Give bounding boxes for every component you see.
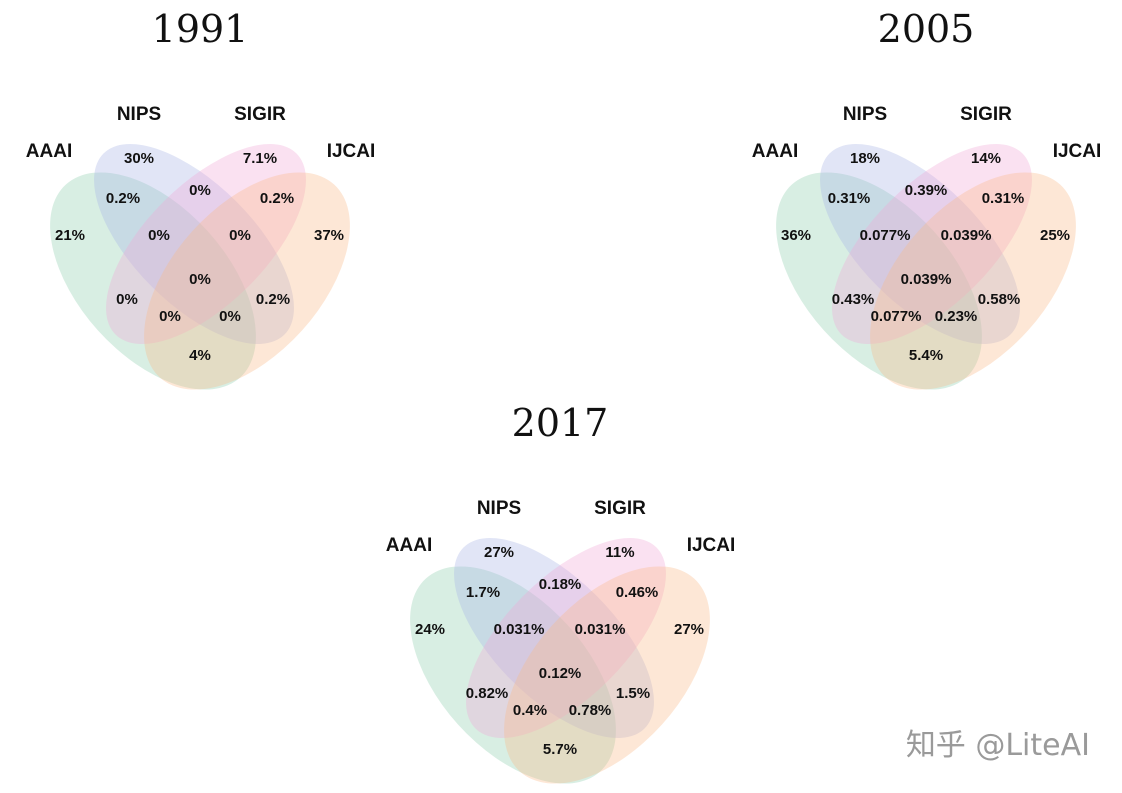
- region-label-aaai-nips-ijcai: 0.23%: [935, 308, 978, 325]
- region-label-aaai-only: 21%: [55, 227, 85, 244]
- region-label-all-four: 0.039%: [901, 271, 952, 288]
- ellipse-ijcai: [504, 566, 710, 784]
- venn-title: 2017: [512, 401, 609, 445]
- venn-title: 1991: [152, 7, 249, 51]
- ellipse-sigir: [832, 144, 1032, 344]
- region-label-ijcai-only: 25%: [1040, 227, 1070, 244]
- region-label-sigir-only: 7.1%: [243, 150, 277, 167]
- ellipse-aaai: [410, 566, 616, 784]
- region-label-nips-only: 30%: [124, 150, 154, 167]
- region-label-aaai-ijcai: 5.7%: [543, 741, 577, 758]
- ellipse-ijcai: [144, 172, 350, 390]
- region-label-aaai-sigir-ijcai: 0.077%: [871, 308, 922, 325]
- region-label-aaai-nips-sigir: 0%: [148, 227, 170, 244]
- region-label-aaai-sigir-ijcai: 0.4%: [513, 702, 547, 719]
- region-label-all-four: 0.12%: [539, 665, 582, 682]
- region-label-nips-sigir-ijcai: 0.031%: [575, 621, 626, 638]
- venn-2017: 2017 AAAI NIPS SIGIR IJCAI 24% 27% 11% 2…: [386, 401, 736, 784]
- set-label-nips: NIPS: [117, 104, 161, 125]
- region-label-aaai-nips-sigir: 0.077%: [860, 227, 911, 244]
- watermark: 知乎 @LiteAI: [906, 728, 1090, 763]
- region-label-nips-only: 27%: [484, 544, 514, 561]
- set-label-ijcai: IJCAI: [327, 141, 376, 162]
- ellipse-sigir: [466, 538, 666, 738]
- set-label-ijcai: IJCAI: [1053, 141, 1102, 162]
- venn-ellipses: [410, 538, 710, 784]
- region-label-aaai-nips-ijcai: 0%: [219, 308, 241, 325]
- region-label-nips-ijcai: 0.58%: [978, 291, 1021, 308]
- region-label-nips-sigir: 0%: [189, 182, 211, 199]
- region-label-aaai-nips: 1.7%: [466, 584, 500, 601]
- region-label-nips-sigir: 0.39%: [905, 182, 948, 199]
- region-label-aaai-nips: 0.31%: [828, 190, 871, 207]
- ellipse-aaai: [776, 172, 982, 390]
- region-label-aaai-sigir-ijcai: 0%: [159, 308, 181, 325]
- ellipse-nips: [454, 538, 654, 738]
- set-label-sigir: SIGIR: [594, 498, 646, 519]
- region-label-aaai-sigir: 0.82%: [466, 685, 509, 702]
- ellipse-aaai: [50, 172, 256, 390]
- region-label-nips-ijcai: 1.5%: [616, 685, 650, 702]
- region-label-nips-only: 18%: [850, 150, 880, 167]
- region-label-aaai-only: 36%: [781, 227, 811, 244]
- set-label-nips: NIPS: [843, 104, 887, 125]
- region-label-aaai-nips-ijcai: 0.78%: [569, 702, 612, 719]
- region-label-aaai-only: 24%: [415, 621, 445, 638]
- region-labels: 36% 18% 14% 25% 0.31% 0.39% 0.31% 0.077%…: [781, 150, 1070, 364]
- region-label-nips-sigir-ijcai: 0%: [229, 227, 251, 244]
- venn-ellipses: [776, 144, 1076, 390]
- ellipse-nips: [94, 144, 294, 344]
- venn-2005: 2005 AAAI NIPS SIGIR IJCAI 36% 18% 14% 2…: [752, 7, 1102, 390]
- ellipse-sigir: [106, 144, 306, 344]
- venn-title: 2005: [878, 7, 975, 51]
- region-label-ijcai-only: 37%: [314, 227, 344, 244]
- set-label-nips: NIPS: [477, 498, 521, 519]
- set-label-sigir: SIGIR: [960, 104, 1012, 125]
- region-label-sigir-only: 11%: [605, 544, 634, 561]
- region-label-sigir-ijcai: 0.31%: [982, 190, 1025, 207]
- region-label-sigir-ijcai: 0.46%: [616, 584, 659, 601]
- region-labels: 24% 27% 11% 27% 1.7% 0.18% 0.46% 0.031% …: [415, 544, 704, 758]
- region-label-aaai-ijcai: 4%: [189, 347, 211, 364]
- region-label-aaai-sigir: 0.43%: [832, 291, 875, 308]
- region-label-nips-ijcai: 0.2%: [256, 291, 290, 308]
- region-label-aaai-ijcai: 5.4%: [909, 347, 943, 364]
- set-label-aaai: AAAI: [26, 141, 72, 162]
- ellipse-ijcai: [870, 172, 1076, 390]
- region-label-aaai-nips-sigir: 0.031%: [494, 621, 545, 638]
- venn-ellipses: [50, 144, 350, 390]
- venn-1991: 1991 AAAI NIPS SIGIR IJCAI 21% 30% 7.1% …: [26, 7, 376, 390]
- region-label-ijcai-only: 27%: [674, 621, 704, 638]
- region-label-sigir-only: 14%: [971, 150, 1001, 167]
- region-label-nips-sigir-ijcai: 0.039%: [941, 227, 992, 244]
- region-label-aaai-nips: 0.2%: [106, 190, 140, 207]
- set-label-sigir: SIGIR: [234, 104, 286, 125]
- ellipse-nips: [820, 144, 1020, 344]
- region-label-aaai-sigir: 0%: [116, 291, 138, 308]
- region-label-sigir-ijcai: 0.2%: [260, 190, 294, 207]
- region-labels: 21% 30% 7.1% 37% 0.2% 0% 0.2% 0% 0% 0% 0…: [55, 150, 344, 364]
- region-label-nips-sigir: 0.18%: [539, 576, 582, 593]
- region-label-all-four: 0%: [189, 271, 211, 288]
- set-label-aaai: AAAI: [386, 535, 432, 556]
- set-label-ijcai: IJCAI: [687, 535, 736, 556]
- set-label-aaai: AAAI: [752, 141, 798, 162]
